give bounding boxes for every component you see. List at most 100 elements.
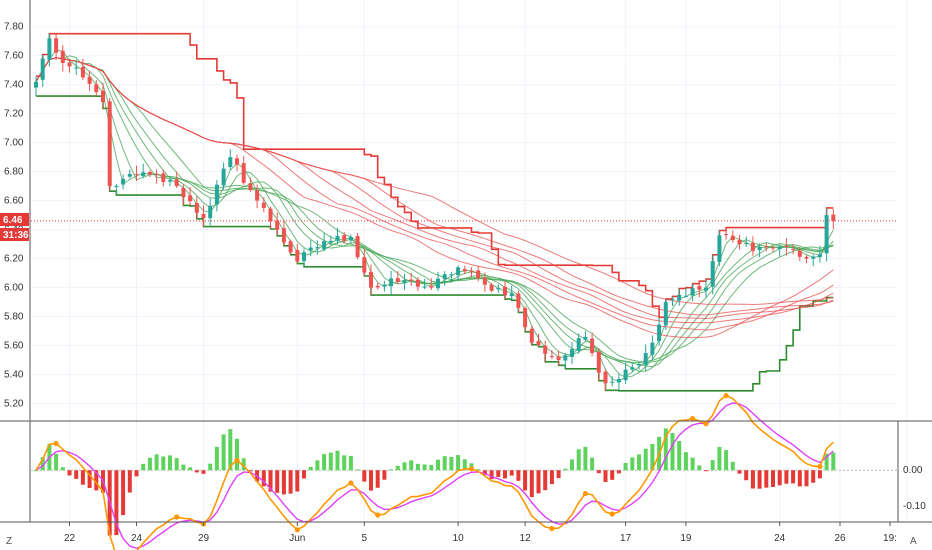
candle-body[interactable]	[47, 38, 52, 60]
candle-body[interactable]	[757, 247, 762, 251]
candle-body[interactable]	[429, 285, 434, 288]
candle-body[interactable]	[677, 294, 682, 301]
candle-body[interactable]	[161, 173, 166, 182]
candle-body[interactable]	[549, 355, 554, 357]
candle-body[interactable]	[335, 235, 340, 241]
candle-body[interactable]	[141, 172, 146, 176]
candle-body[interactable]	[154, 173, 159, 176]
candle-layer[interactable]	[34, 33, 836, 391]
candle-body[interactable]	[804, 256, 809, 259]
candle-body[interactable]	[134, 173, 139, 175]
candle-body[interactable]	[261, 202, 266, 208]
candle-body[interactable]	[516, 293, 521, 308]
candle-body[interactable]	[342, 235, 347, 242]
candle-body[interactable]	[717, 235, 722, 262]
candle-body[interactable]	[268, 208, 273, 222]
candle-body[interactable]	[221, 168, 226, 186]
candle-body[interactable]	[295, 250, 300, 262]
candle-body[interactable]	[241, 163, 246, 183]
candle-body[interactable]	[322, 241, 327, 250]
candle-body[interactable]	[389, 278, 394, 287]
candle-body[interactable]	[208, 205, 213, 219]
candle-body[interactable]	[543, 345, 548, 354]
candle-body[interactable]	[563, 355, 568, 361]
candle-body[interactable]	[214, 184, 219, 205]
candle-body[interactable]	[308, 247, 313, 251]
candle-body[interactable]	[724, 234, 729, 236]
candle-body[interactable]	[275, 220, 280, 230]
candle-body[interactable]	[362, 257, 367, 273]
candle-body[interactable]	[623, 369, 628, 381]
candle-body[interactable]	[248, 183, 253, 191]
candle-body[interactable]	[228, 157, 233, 168]
candle-body[interactable]	[415, 279, 420, 287]
candle-body[interactable]	[382, 284, 387, 287]
candle-body[interactable]	[87, 76, 92, 84]
candle-body[interactable]	[188, 195, 193, 202]
candle-body[interactable]	[235, 158, 239, 165]
candle-body[interactable]	[650, 342, 655, 355]
candle-body[interactable]	[255, 190, 260, 201]
candle-body[interactable]	[67, 62, 72, 67]
candle-body[interactable]	[616, 378, 621, 383]
candle-body[interactable]	[529, 328, 534, 343]
candle-body[interactable]	[576, 338, 581, 351]
candle-body[interactable]	[442, 274, 447, 280]
candle-body[interactable]	[771, 247, 775, 249]
candle-body[interactable]	[710, 261, 715, 287]
candle-body[interactable]	[489, 284, 494, 291]
candle-body[interactable]	[147, 172, 152, 175]
candle-body[interactable]	[355, 236, 360, 258]
candle-body[interactable]	[683, 295, 688, 297]
candle-body[interactable]	[556, 356, 561, 361]
candle-body[interactable]	[315, 247, 320, 249]
candle-body[interactable]	[509, 293, 514, 297]
candle-body[interactable]	[523, 307, 528, 328]
candle-body[interactable]	[348, 236, 353, 241]
candle-body[interactable]	[603, 371, 608, 384]
candle-body[interactable]	[784, 245, 789, 248]
candle-body[interactable]	[730, 235, 735, 241]
candle-body[interactable]	[637, 364, 641, 366]
candle-body[interactable]	[328, 240, 333, 243]
candle-body[interactable]	[583, 336, 588, 340]
candle-body[interactable]	[797, 250, 802, 257]
candle-body[interactable]	[181, 187, 186, 198]
candle-body[interactable]	[107, 101, 112, 187]
candle-body[interactable]	[737, 239, 742, 245]
candle-body[interactable]	[643, 353, 648, 365]
candle-body[interactable]	[40, 58, 45, 80]
right-axis-letter[interactable]: A	[910, 536, 917, 547]
candle-body[interactable]	[449, 274, 454, 276]
candle-body[interactable]	[482, 277, 487, 285]
left-axis-letter[interactable]: Z	[6, 536, 12, 547]
candle-body[interactable]	[80, 66, 85, 78]
candle-body[interactable]	[811, 256, 816, 259]
candle-body[interactable]	[127, 173, 132, 177]
candle-body[interactable]	[402, 280, 407, 284]
candle-body[interactable]	[610, 381, 615, 383]
candle-body[interactable]	[670, 299, 675, 301]
candle-body[interactable]	[496, 288, 501, 290]
candle-body[interactable]	[476, 270, 481, 279]
candle-body[interactable]	[690, 288, 695, 296]
candle-body[interactable]	[596, 351, 601, 373]
candle-body[interactable]	[817, 254, 822, 258]
candle-body[interactable]	[168, 180, 172, 182]
candle-body[interactable]	[663, 302, 668, 326]
candle-body[interactable]	[657, 324, 662, 341]
candle-body[interactable]	[288, 241, 293, 253]
candle-body[interactable]	[570, 349, 574, 358]
candle-body[interactable]	[121, 178, 126, 185]
candle-body[interactable]	[34, 81, 38, 88]
candle-body[interactable]	[469, 271, 474, 273]
candle-body[interactable]	[174, 179, 179, 187]
candle-body[interactable]	[831, 214, 836, 221]
candle-body[interactable]	[369, 271, 373, 288]
candle-body[interactable]	[503, 286, 507, 296]
candle-body[interactable]	[791, 249, 796, 251]
candle-body[interactable]	[101, 90, 105, 103]
candle-body[interactable]	[114, 185, 119, 188]
candle-body[interactable]	[750, 242, 755, 251]
